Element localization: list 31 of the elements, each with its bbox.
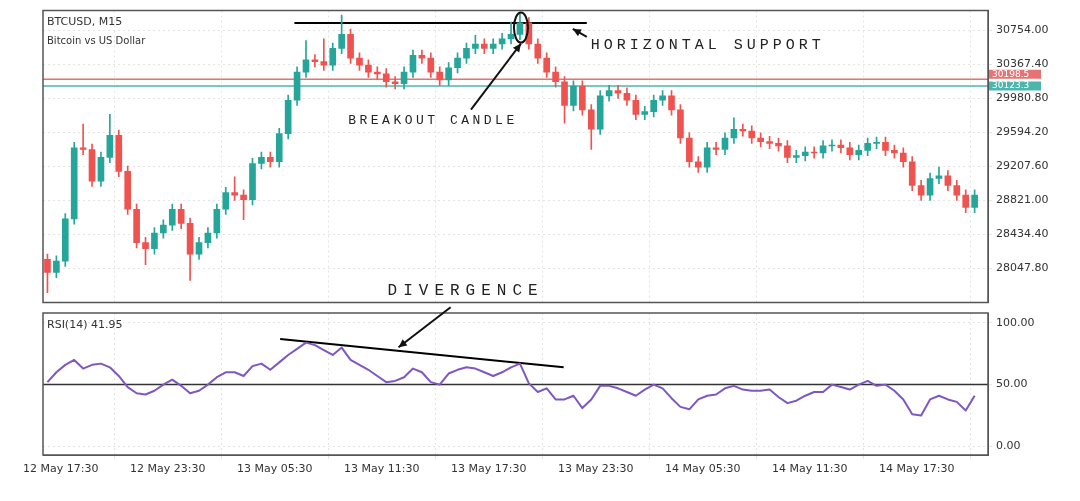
x-tick-label: 12 May 17:30 bbox=[23, 462, 99, 476]
x-tick-label: 14 May 17:30 bbox=[878, 462, 955, 476]
y-tick-label: 29207.60 bbox=[996, 159, 1049, 173]
y-tick-label: 29594.20 bbox=[996, 125, 1049, 139]
x-tick-label: 13 May 23:30 bbox=[558, 462, 634, 476]
y-tick-label: 50.00 bbox=[996, 377, 1028, 391]
y-tick-label: 0.00 bbox=[996, 439, 1021, 453]
x-tick-label: 14 May 05:30 bbox=[665, 462, 741, 476]
candlestick bbox=[231, 176, 239, 201]
x-tick-label: 13 May 11:30 bbox=[344, 462, 420, 476]
y-tick-label: 28047.80 bbox=[996, 261, 1049, 275]
annotation: BREAKOUT CANDLE bbox=[348, 113, 518, 129]
y-tick-label: 29980.80 bbox=[996, 91, 1049, 105]
y-tick-label: 30754.00 bbox=[996, 23, 1049, 37]
text: Bitcoin vs US Dollar bbox=[47, 35, 147, 47]
candlestick bbox=[793, 150, 800, 163]
ref-line-label: 30198.5 bbox=[992, 68, 1030, 79]
candlestick bbox=[641, 106, 649, 120]
x-tick-label: 12 May 23:30 bbox=[130, 462, 206, 476]
y-tick-label: 28821.00 bbox=[996, 193, 1049, 207]
x-tick-label: 13 May 05:30 bbox=[237, 462, 313, 476]
y-tick-label: 28434.40 bbox=[996, 227, 1049, 241]
ref-line-label: 30123.3 bbox=[992, 80, 1030, 91]
x-tick-label: 13 May 17:30 bbox=[451, 462, 527, 476]
y-tick-label: 100.00 bbox=[996, 315, 1035, 329]
text: RSI(14) 41.95 bbox=[47, 317, 123, 331]
annotation: DIVERGENCE bbox=[387, 281, 544, 300]
annotation: HORIZONTAL SUPPORT bbox=[590, 36, 825, 54]
x-tick-label: 14 May 11:30 bbox=[771, 462, 848, 476]
text: BTCUSD, M15 bbox=[47, 15, 123, 29]
y-tick-label: 30367.40 bbox=[996, 57, 1049, 71]
